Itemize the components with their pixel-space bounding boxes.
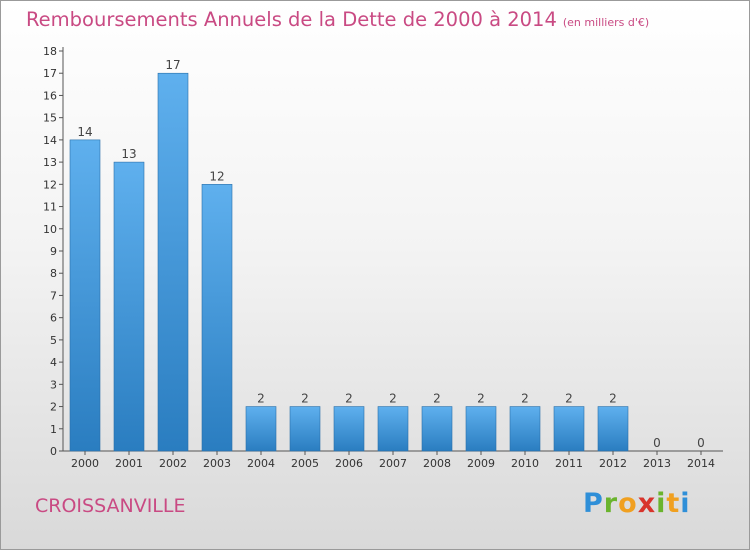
data-label: 0 bbox=[653, 436, 661, 450]
y-tick-label: 0 bbox=[50, 445, 57, 458]
y-tick-label: 14 bbox=[43, 134, 57, 147]
y-tick-label: 6 bbox=[50, 312, 57, 325]
data-label: 17 bbox=[165, 58, 180, 72]
logo-letter: i bbox=[656, 488, 667, 519]
y-tick-label: 4 bbox=[50, 356, 57, 369]
data-label: 2 bbox=[565, 392, 573, 406]
y-tick-label: 12 bbox=[43, 178, 57, 191]
bar bbox=[289, 406, 321, 452]
x-tick-label: 2010 bbox=[511, 457, 539, 470]
bar bbox=[553, 406, 585, 452]
y-tick-label: 11 bbox=[43, 201, 57, 214]
logo-letter: P bbox=[583, 488, 604, 519]
x-tick-label: 2008 bbox=[423, 457, 451, 470]
bar bbox=[245, 406, 277, 452]
city-name: CROISSANVILLE bbox=[35, 495, 186, 517]
y-tick-label: 3 bbox=[50, 378, 57, 391]
y-tick-label: 1 bbox=[50, 423, 57, 436]
x-tick-label: 2013 bbox=[643, 457, 671, 470]
x-tick-label: 2011 bbox=[555, 457, 583, 470]
bar bbox=[113, 161, 145, 452]
x-tick-label: 2012 bbox=[599, 457, 627, 470]
logo-letter: t bbox=[666, 488, 681, 519]
logo-letter: x bbox=[637, 488, 657, 519]
y-tick-label: 8 bbox=[50, 267, 57, 280]
data-label: 12 bbox=[209, 169, 224, 183]
logo-letter: o bbox=[618, 488, 638, 519]
bar bbox=[465, 406, 497, 452]
bar bbox=[597, 406, 629, 452]
logo-letter: r bbox=[603, 488, 619, 519]
data-label: 2 bbox=[301, 392, 309, 406]
bar bbox=[201, 184, 233, 452]
chart-title-text: Remboursements Annuels de la Dette de 20… bbox=[26, 8, 557, 31]
y-tick-label: 7 bbox=[50, 289, 57, 302]
y-tick-label: 15 bbox=[43, 112, 57, 125]
data-label: 2 bbox=[257, 392, 265, 406]
y-tick-label: 5 bbox=[50, 334, 57, 347]
y-tick-label: 17 bbox=[43, 67, 57, 80]
data-label: 13 bbox=[121, 147, 136, 161]
x-tick-label: 2009 bbox=[467, 457, 495, 470]
data-label: 2 bbox=[609, 392, 617, 406]
data-label: 2 bbox=[389, 392, 397, 406]
bar bbox=[333, 406, 365, 452]
bar bbox=[69, 139, 101, 452]
x-tick-label: 2004 bbox=[247, 457, 275, 470]
data-label: 14 bbox=[77, 125, 92, 139]
data-label: 0 bbox=[697, 436, 705, 450]
data-label: 2 bbox=[521, 392, 529, 406]
data-label: 2 bbox=[477, 392, 485, 406]
y-tick-label: 9 bbox=[50, 245, 57, 258]
x-tick-label: 2001 bbox=[115, 457, 143, 470]
y-tick-label: 16 bbox=[43, 89, 57, 102]
x-tick-label: 2000 bbox=[71, 457, 99, 470]
logo-letter: i bbox=[680, 488, 691, 519]
bar bbox=[421, 406, 453, 452]
y-tick-label: 2 bbox=[50, 401, 57, 414]
bar bbox=[377, 406, 409, 452]
chart-unit-note: (en milliers d'€) bbox=[562, 16, 650, 29]
proxiti-logo: Proxiti bbox=[583, 488, 691, 519]
x-tick-label: 2005 bbox=[291, 457, 319, 470]
x-tick-label: 2002 bbox=[159, 457, 187, 470]
data-label: 2 bbox=[433, 392, 441, 406]
x-tick-label: 2006 bbox=[335, 457, 363, 470]
chart-title: Remboursements Annuels de la Dette de 20… bbox=[26, 8, 649, 31]
bar bbox=[509, 406, 541, 452]
x-tick-label: 2007 bbox=[379, 457, 407, 470]
data-label: 2 bbox=[345, 392, 353, 406]
bar bbox=[157, 72, 189, 452]
x-tick-label: 2014 bbox=[687, 457, 715, 470]
x-tick-label: 2003 bbox=[203, 457, 231, 470]
y-tick-label: 13 bbox=[43, 156, 57, 169]
y-tick-label: 10 bbox=[43, 223, 57, 236]
y-tick-label: 18 bbox=[43, 45, 57, 58]
